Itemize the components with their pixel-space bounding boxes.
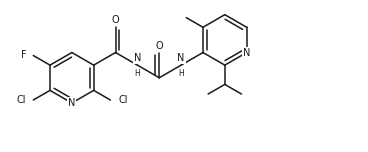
Text: O: O bbox=[112, 15, 119, 25]
Text: Cl: Cl bbox=[16, 95, 26, 105]
Text: F: F bbox=[21, 50, 27, 60]
Text: N: N bbox=[243, 48, 250, 57]
Text: O: O bbox=[155, 41, 163, 50]
Text: H: H bbox=[135, 69, 140, 78]
Text: N: N bbox=[68, 98, 75, 108]
Text: N: N bbox=[177, 53, 185, 63]
Text: Cl: Cl bbox=[118, 95, 128, 105]
Text: H: H bbox=[178, 69, 184, 78]
Text: N: N bbox=[134, 53, 141, 63]
